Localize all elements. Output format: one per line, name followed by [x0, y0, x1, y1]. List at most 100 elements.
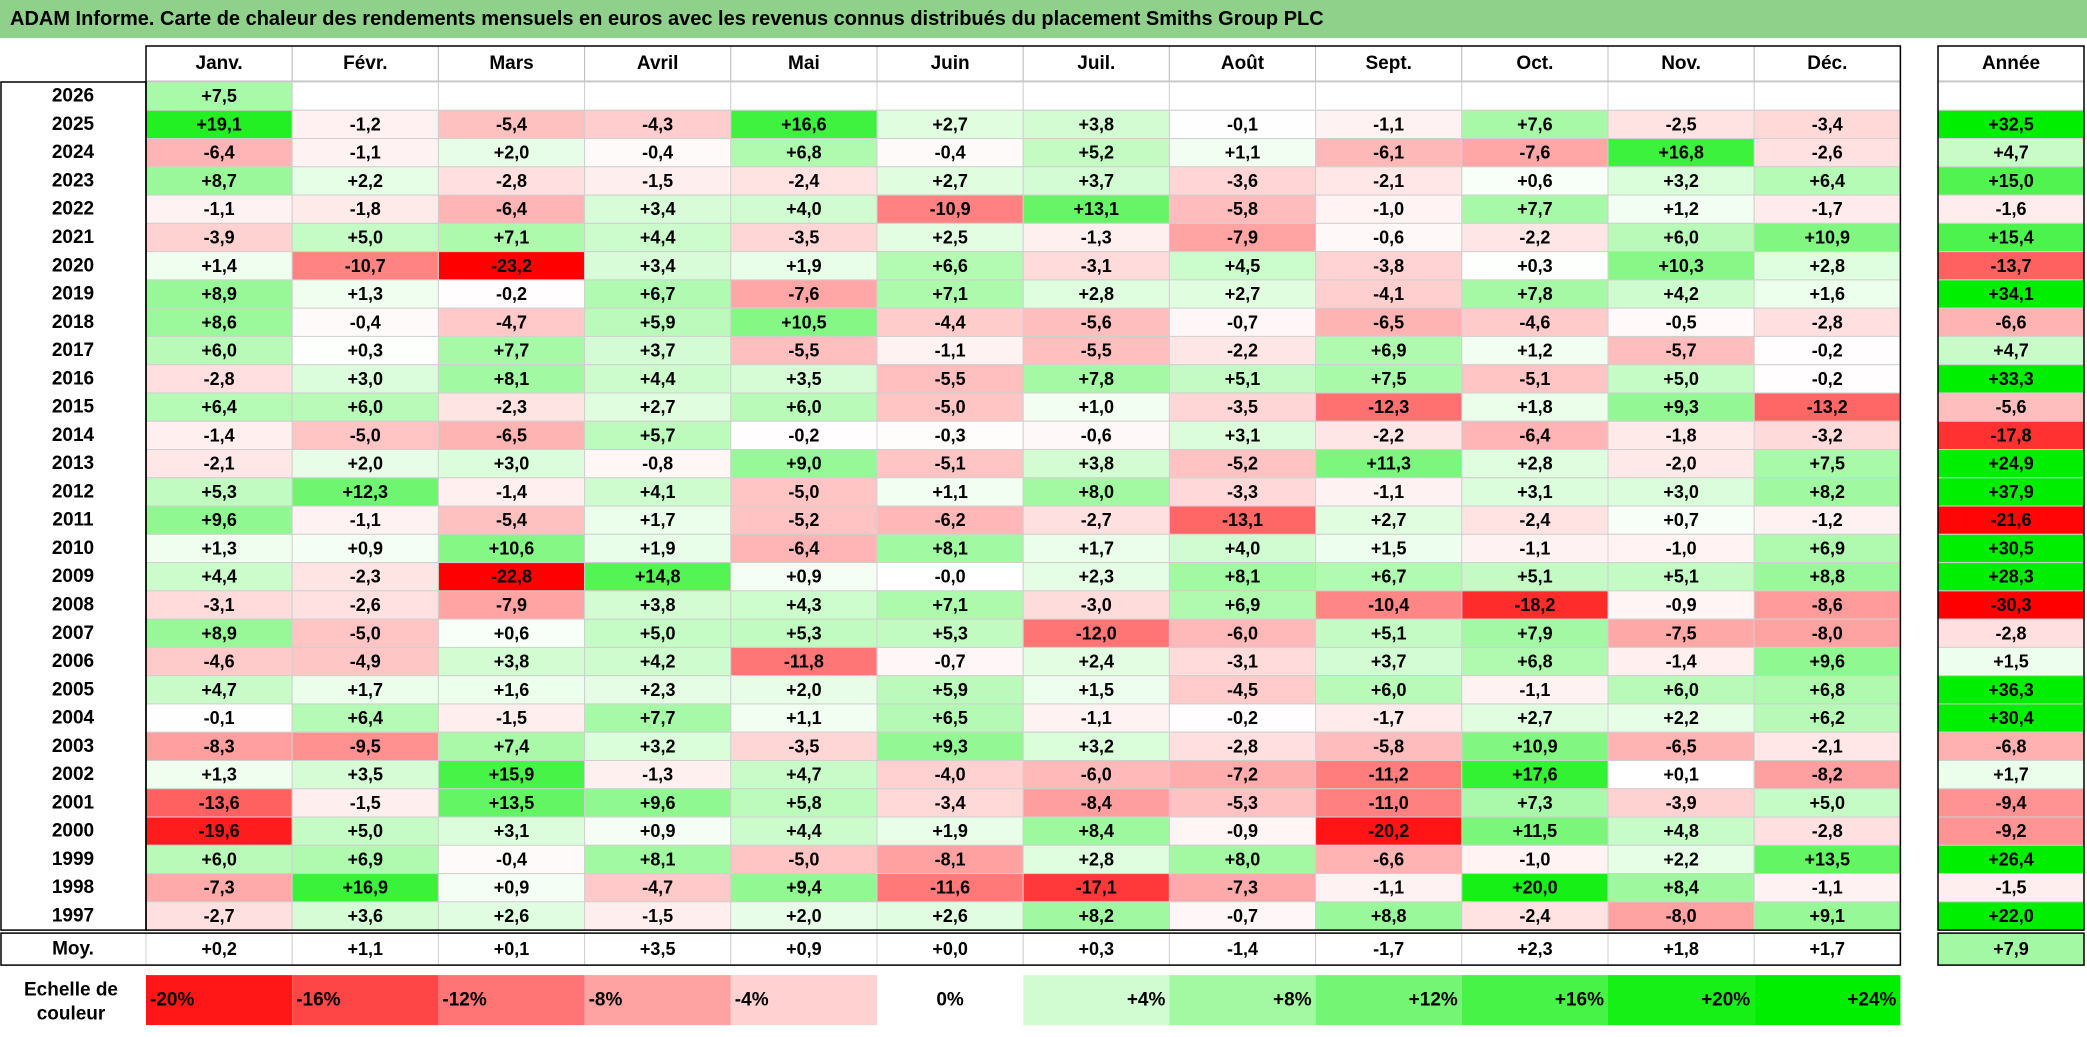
heatmap-cell — [291, 392, 439, 422]
heatmap-cell — [1607, 335, 1755, 366]
heatmap-cell — [145, 703, 293, 733]
heatmap-cell — [145, 618, 293, 648]
month-header-label: Sept. — [1365, 53, 1411, 74]
heatmap-cell-value: -0,5 — [1666, 312, 1697, 332]
annual-cell-value: +37,9 — [1988, 482, 2034, 502]
heatmap-cell — [1022, 873, 1170, 903]
heatmap-cell — [730, 335, 878, 366]
heatmap-cell — [1315, 759, 1463, 790]
heatmap-cell-value: +9,1 — [1810, 906, 1846, 926]
heatmap-cell — [876, 420, 1024, 451]
heatmap-cell-value: +1,5 — [1371, 538, 1407, 558]
heatmap-cell — [1315, 109, 1463, 140]
heatmap-cell — [1168, 844, 1317, 875]
heatmap-cell — [1315, 251, 1463, 281]
year-label: 2007 — [52, 623, 94, 644]
heatmap-cell — [876, 562, 1024, 592]
heatmap-cell-value: -2,5 — [1666, 114, 1697, 134]
heatmap-cell-value: +1,1 — [1225, 143, 1261, 163]
year-label: 1999 — [52, 849, 94, 870]
heatmap-cell-value: -1,0 — [1519, 849, 1550, 869]
heatmap-cell — [1315, 307, 1463, 337]
heatmap-cell — [1461, 759, 1609, 790]
heatmap-cell-value: -2,7 — [1081, 510, 1112, 530]
heatmap-cell-value: +8,0 — [1225, 849, 1261, 869]
average-cell-value: +1,1 — [348, 939, 384, 959]
heatmap-cell — [1607, 81, 1755, 111]
heatmap-cell — [291, 562, 439, 592]
heatmap-cell-value: -12,3 — [1368, 397, 1409, 417]
scale-stop-label: +4% — [1127, 990, 1166, 1011]
heatmap-cell-value: +19,1 — [196, 114, 242, 134]
heatmap-cell-value: -1,0 — [1666, 538, 1697, 558]
heatmap-cell — [1753, 279, 1901, 309]
heatmap-cell-value: +0,9 — [640, 821, 676, 841]
heatmap-cell-value: -11,6 — [930, 878, 970, 898]
month-header-label: Mai — [788, 53, 820, 74]
heatmap-cell-value: -7,6 — [1519, 143, 1550, 163]
heatmap-cell-value: +2,4 — [1079, 652, 1115, 672]
heatmap-cell-value: +4,4 — [640, 369, 676, 389]
heatmap-cell — [437, 590, 586, 620]
heatmap-cell-value: -1,5 — [642, 171, 673, 191]
heatmap-cell-value: -0,2 — [496, 284, 527, 304]
heatmap-cell — [876, 731, 1024, 761]
heatmap-cell-value: -18,2 — [1514, 595, 1555, 615]
heatmap-cell — [1753, 166, 1901, 196]
heatmap-cell-value: +7,5 — [1371, 369, 1407, 389]
heatmap-cell — [876, 194, 1024, 224]
heatmap-cell-value: +8,7 — [201, 171, 237, 191]
heatmap-cell-value: +6,8 — [1810, 680, 1846, 700]
heatmap-cell-value: +2,0 — [348, 454, 384, 474]
heatmap-cell-value: +0,9 — [348, 538, 384, 558]
heatmap-cell-value: -1,1 — [1519, 680, 1550, 700]
heatmap-cell-value: -2,7 — [204, 906, 235, 926]
year-label: 2006 — [52, 651, 94, 672]
heatmap-cell — [291, 703, 439, 733]
heatmap-cell-value: +5,1 — [1517, 567, 1553, 587]
annual-cell-value: +30,5 — [1988, 538, 2034, 558]
scale-swatch — [1608, 975, 1755, 1026]
heatmap-cell-value: -5,0 — [788, 482, 819, 502]
heatmap-cell-value: -1,1 — [204, 199, 235, 219]
heatmap-cell — [876, 138, 1024, 168]
heatmap-cell — [1607, 675, 1755, 705]
heatmap-cell-value: +5,9 — [640, 312, 676, 332]
heatmap-cell-value: +6,0 — [348, 397, 384, 417]
heatmap-cell — [291, 590, 439, 620]
heatmap-cell — [437, 533, 586, 564]
heatmap-cell-value: -11,8 — [784, 652, 824, 672]
average-label: Moy. — [52, 939, 94, 960]
heatmap-cell — [145, 533, 293, 564]
heatmap-cell — [1022, 279, 1170, 309]
average-row-border — [0, 932, 1902, 966]
year-label: 2012 — [52, 481, 94, 502]
heatmap-cell — [291, 731, 439, 761]
heatmap-cell-value: -0,4 — [496, 849, 527, 869]
heatmap-cell-value: +11,3 — [1366, 454, 1411, 474]
year-label: 2021 — [52, 227, 95, 248]
heatmap-cell-value: +6,4 — [348, 708, 384, 728]
heatmap-cell — [437, 109, 586, 140]
heatmap-cell-value: -0,6 — [1373, 227, 1404, 247]
heatmap-cell — [584, 505, 732, 535]
heatmap-cell-value: +3,4 — [640, 199, 676, 219]
heatmap-cell — [876, 279, 1024, 309]
heatmap-cell-value: +11,5 — [1513, 821, 1558, 841]
heatmap-cell — [291, 759, 439, 790]
heatmap-cell — [1461, 449, 1609, 479]
heatmap-cell-value: +6,0 — [786, 397, 822, 417]
heatmap-cell — [1168, 194, 1317, 224]
heatmap-cell-value: +8,1 — [494, 369, 530, 389]
heatmap-cell-value: +6,7 — [1371, 567, 1407, 587]
heatmap-cell — [730, 279, 878, 309]
annual-cell-value: +1,7 — [1993, 765, 2029, 785]
year-label: 2026 — [52, 86, 94, 107]
heatmap-cell — [1607, 901, 1755, 931]
heatmap-cell-value: +5,1 — [1225, 369, 1261, 389]
year-label: 2022 — [52, 199, 94, 220]
heatmap-cell — [1753, 109, 1901, 140]
heatmap-cell-value: +5,0 — [348, 227, 384, 247]
month-header-label: Juil. — [1077, 53, 1115, 74]
heatmap-cell-value: +4,4 — [640, 227, 676, 247]
